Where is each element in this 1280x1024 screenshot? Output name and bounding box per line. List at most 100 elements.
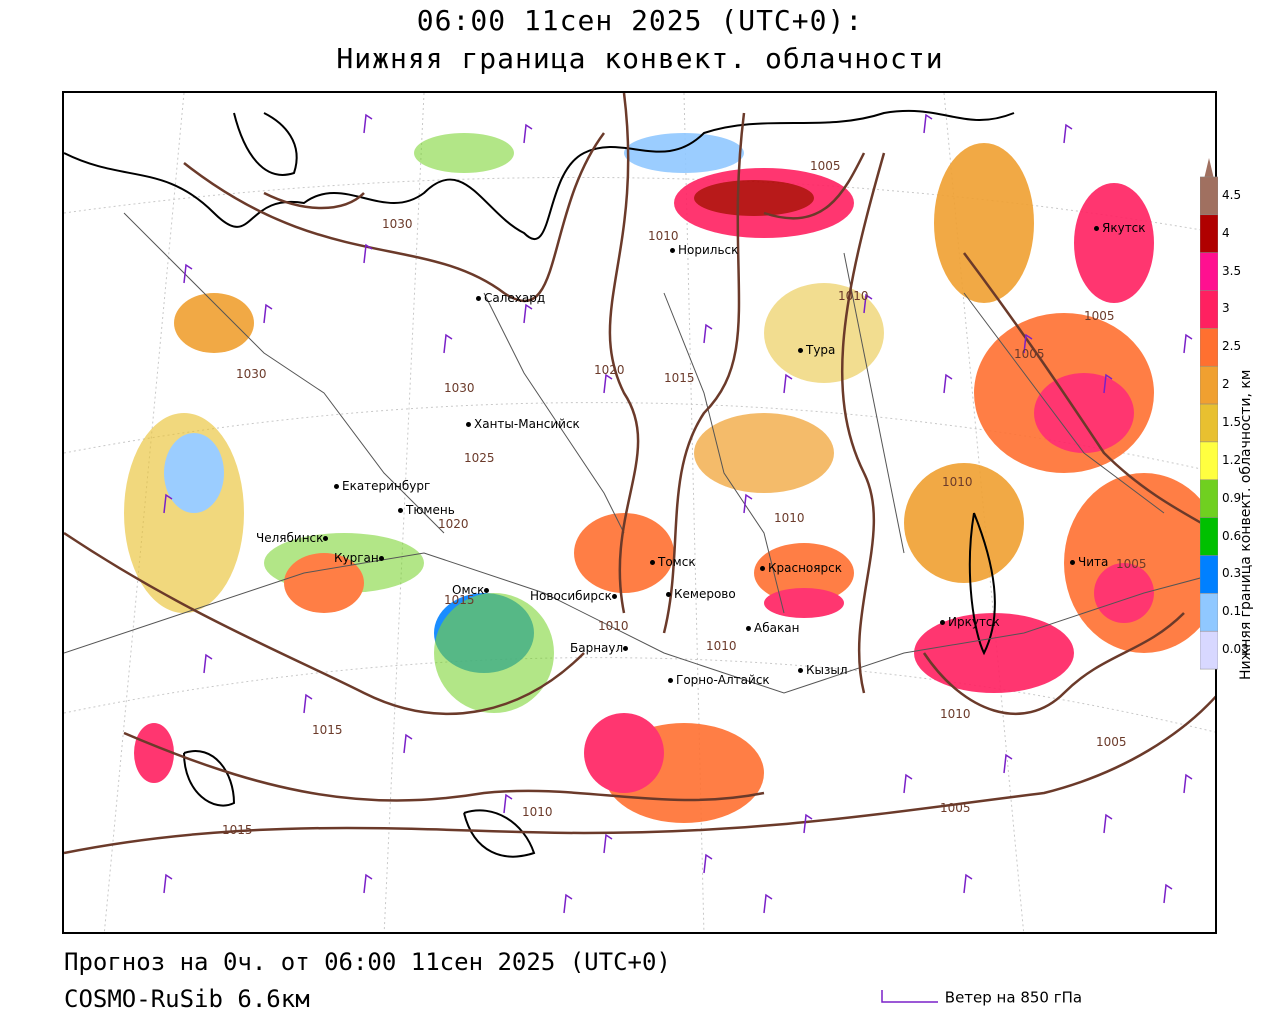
city-marker-icon (611, 594, 617, 599)
city-name: Тюмень (406, 503, 455, 517)
legend-band (1200, 252, 1218, 291)
city-marker-icon (650, 560, 655, 565)
city-marker-icon (798, 668, 803, 673)
city-marker-icon (670, 248, 675, 253)
wind-barb-icon (881, 990, 938, 1003)
isobar-label: 1010 (522, 805, 553, 819)
city-label: Новосибирск (530, 589, 620, 603)
city-label: Ханты-Мансийск (466, 417, 580, 431)
isobar-label: 1005 (1116, 557, 1147, 571)
city-name: Омск (452, 583, 485, 597)
city-name: Кемерово (674, 587, 736, 601)
wind-legend-label: Ветер на 850 гПа (944, 988, 1083, 1007)
legend-band (1200, 479, 1218, 518)
city-label: Красноярск (760, 561, 842, 575)
legend-level-label: 0.9 (1222, 490, 1242, 505)
legend-level-label: 1.2 (1222, 452, 1242, 467)
map-layer (64, 93, 1215, 932)
legend-level-label: 3.5 (1222, 263, 1242, 278)
city-label: Тура (798, 343, 835, 357)
city-name: Чита (1078, 555, 1109, 569)
legend-level-label: 1.5 (1222, 415, 1242, 429)
legend-level-label: 0.3 (1222, 566, 1242, 581)
isobar-label: 1005 (1096, 735, 1127, 749)
isobar-label: 1010 (940, 707, 971, 721)
isobar-label: 1005 (940, 801, 971, 815)
isobar-label: 1010 (774, 511, 805, 525)
legend-band (1200, 176, 1218, 216)
isobar-label: 1020 (594, 363, 625, 377)
legend-level-label: 4 (1222, 225, 1230, 240)
legend-band (1200, 630, 1218, 670)
legend-level-label: 0.1 (1222, 604, 1242, 619)
city-name: Екатеринбург (342, 479, 431, 493)
legend-level-label: 0.03 (1222, 642, 1249, 657)
city-marker-icon (798, 348, 803, 353)
isobar-label: 1010 (838, 289, 869, 303)
city-label: Норильск (670, 243, 738, 257)
city-marker-icon (334, 484, 339, 489)
isobar-label: 1030 (382, 217, 413, 231)
city-marker-icon (623, 646, 629, 651)
legend-level-label: 3 (1222, 301, 1230, 316)
city-label: Тюмень (398, 503, 455, 517)
legend-band (1200, 593, 1218, 632)
city-marker-icon (1070, 560, 1075, 565)
city-label: Салехард (476, 291, 545, 305)
city-label: Челябинск (256, 531, 331, 545)
isobar-label: 1025 (464, 451, 495, 465)
city-name: Абакан (754, 621, 800, 635)
legend-level-label: 2 (1222, 377, 1230, 392)
city-name: Барнаул (570, 641, 624, 655)
city-marker-icon (760, 566, 765, 571)
city-label: Кызыл (798, 663, 848, 677)
model-name: COSMO-RuSib 6.6км (64, 985, 310, 1013)
isobars (64, 93, 1215, 855)
city-marker-icon (466, 422, 471, 427)
forecast-info: Прогноз на 0ч. от 06:00 11сен 2025 (UTC+… (64, 948, 671, 976)
city-label: Курган (334, 551, 387, 565)
isobar-label: 1015 (664, 371, 695, 385)
isobar-label: 1015 (222, 823, 253, 837)
map-title-time: 06:00 11сен 2025 (UTC+0): (416, 4, 864, 37)
isobar-label: 1015 (444, 593, 475, 607)
city-label: Томск (650, 555, 696, 569)
city-marker-icon (1094, 226, 1099, 231)
city-label: Чита (1070, 555, 1108, 569)
city-name: Тура (806, 343, 836, 357)
city-label: Горно-Алтайск (668, 673, 770, 687)
isobar-label: 1005 (1084, 309, 1115, 323)
isobar-label: 1005 (1014, 347, 1045, 361)
wind-legend: Ветер на 850 гПа (880, 988, 1082, 1008)
map-title-parameter: Нижняя граница конвект. облачности (336, 42, 944, 75)
city-label: Кемерово (666, 587, 736, 601)
city-marker-icon (484, 588, 490, 593)
city-label: Екатеринбург (334, 479, 430, 493)
city-name: Челябинск (256, 531, 324, 545)
city-label: Якутск (1094, 221, 1146, 235)
isobar-label: 1030 (236, 367, 267, 381)
city-marker-icon (378, 556, 384, 561)
city-marker-icon (668, 678, 673, 683)
legend-title: Нижняя граница конвект. облачности, км (1238, 369, 1254, 680)
legend-band (1200, 555, 1218, 594)
legend-band (1200, 441, 1218, 481)
city-name: Норильск (678, 243, 739, 257)
weather-map: Норильск Якутск Салехард Тура Ханты-Манс… (62, 91, 1217, 934)
isobar-label: 1030 (444, 381, 475, 395)
city-marker-icon (666, 592, 671, 597)
city-name: Горно-Алтайск (676, 673, 770, 687)
city-name: Салехард (484, 291, 546, 305)
legend-band (1200, 214, 1218, 253)
isobar-label: 1010 (598, 619, 629, 633)
isobar-label: 1015 (312, 723, 343, 737)
city-name: Ханты-Мансийск (474, 417, 580, 431)
isobar-label: 1020 (438, 517, 469, 531)
city-marker-icon (940, 620, 945, 625)
coastline (64, 109, 1015, 858)
legend-band (1200, 290, 1218, 329)
legend-level-label: 2.5 (1222, 339, 1242, 354)
legend-level-label: 0.6 (1222, 528, 1242, 543)
city-name: Якутск (1102, 221, 1146, 235)
city-name: Кызыл (806, 663, 848, 677)
